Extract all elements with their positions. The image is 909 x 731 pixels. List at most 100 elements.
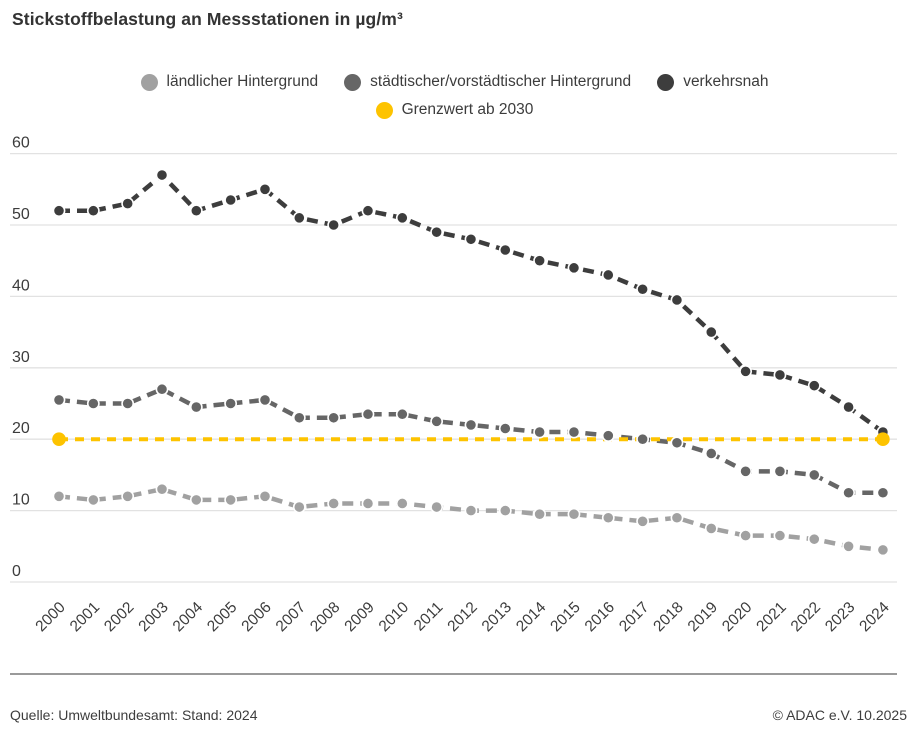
- data-point: [498, 243, 512, 257]
- series-line-staedtisch: [58, 386, 883, 495]
- x-axis-tick-label: 2017: [616, 599, 652, 635]
- x-axis-tick-label: 2022: [788, 599, 824, 635]
- data-point: [807, 532, 821, 546]
- data-point: [567, 507, 581, 521]
- legend-dot-verkehrsnah-icon: [657, 73, 675, 91]
- x-axis-tick-label: 2024: [856, 599, 893, 636]
- series-line-laendlich: [58, 486, 884, 553]
- grenzwert-end-dot: [876, 432, 890, 447]
- data-point: [498, 422, 512, 435]
- data-point: [567, 261, 581, 275]
- x-axis-tick-label: 2021: [753, 599, 789, 635]
- data-point: [121, 397, 135, 410]
- x-axis-tick-label: 2004: [170, 599, 207, 636]
- data-point: [670, 436, 684, 450]
- data-point: [636, 282, 650, 296]
- chart-title: Stickstoffbelastung an Messstationen in …: [12, 9, 403, 29]
- x-axis-tick-label: 2009: [341, 599, 377, 635]
- x-axis-tick-label: 2008: [307, 599, 343, 635]
- data-point: [395, 497, 409, 510]
- data-point: [430, 414, 444, 428]
- legend: ländlicher Hintergrund städtischer/vorst…: [0, 73, 909, 119]
- data-point: [121, 489, 135, 503]
- data-point: [739, 364, 752, 378]
- legend-item-staedtisch: städtischer/vorstädtischer Hintergrund: [344, 73, 631, 91]
- series-line-verkehrsnah: [59, 171, 885, 434]
- data-point: [395, 211, 409, 225]
- data-point: [224, 193, 238, 207]
- x-axis-tick-label: 2014: [513, 599, 550, 636]
- data-point: [292, 500, 306, 514]
- data-point: [86, 397, 100, 410]
- footer: Quelle: Umweltbundesamt: Stand: 2024 © A…: [10, 707, 907, 723]
- data-point: [327, 411, 341, 425]
- legend-item-laendlich: ländlicher Hintergrund: [140, 73, 318, 91]
- data-point: [464, 418, 478, 432]
- data-point: [327, 497, 341, 510]
- y-axis-tick-label: 60: [12, 135, 30, 152]
- x-axis-tick-label: 2012: [444, 599, 480, 635]
- data-point: [601, 429, 615, 443]
- data-point: [189, 400, 203, 414]
- data-point: [224, 493, 238, 507]
- data-point: [224, 397, 238, 410]
- data-point: [258, 489, 272, 503]
- x-axis-tick-label: 2013: [479, 599, 515, 635]
- y-axis-tick-label: 20: [12, 420, 30, 437]
- y-axis-tick-label: 50: [12, 206, 30, 223]
- legend-label-grenzwert: Grenzwert ab 2030: [401, 101, 534, 118]
- data-point: [155, 382, 169, 396]
- data-point: [52, 489, 66, 503]
- data-point: [395, 407, 409, 421]
- data-point: [155, 482, 169, 496]
- source-note: Quelle: Umweltbundesamt: Stand: 2024: [10, 707, 258, 723]
- y-axis-tick-label: 10: [12, 492, 30, 509]
- data-point: [739, 529, 752, 542]
- legend-label-staedtisch: städtischer/vorstädtischer Hintergrund: [370, 73, 632, 90]
- data-point: [258, 393, 272, 407]
- data-point: [773, 464, 787, 478]
- data-point: [292, 411, 306, 425]
- data-point: [636, 514, 650, 528]
- x-axis-tick-label: 2011: [411, 599, 447, 635]
- x-axis-tick-label: 2001: [67, 599, 103, 635]
- data-point: [601, 268, 615, 282]
- x-axis-tick-label: 2007: [273, 599, 309, 635]
- data-point: [739, 464, 752, 478]
- data-point: [876, 486, 890, 500]
- data-point: [464, 232, 478, 246]
- data-point: [533, 254, 547, 268]
- data-point: [876, 543, 890, 557]
- data-point: [773, 529, 787, 542]
- data-point: [189, 204, 203, 218]
- legend-row-1: ländlicher Hintergrund städtischer/vorst…: [140, 73, 768, 91]
- x-axis-tick-label: 2018: [650, 599, 686, 635]
- legend-dot-laendlich-icon: [140, 73, 158, 91]
- x-axis-tick-label: 2006: [238, 599, 274, 635]
- data-point: [567, 425, 581, 439]
- data-point: [807, 379, 821, 393]
- legend-item-grenzwert: Grenzwert ab 2030: [375, 101, 534, 119]
- x-axis-tick-label: 2010: [376, 599, 413, 636]
- data-point: [842, 486, 855, 500]
- legend-label-verkehrsnah: verkehrsnah: [683, 73, 769, 90]
- legend-dot-grenzwert-icon: [375, 101, 393, 119]
- data-point: [498, 504, 512, 517]
- x-axis-tick-label: 2015: [547, 599, 583, 635]
- data-point: [533, 425, 547, 439]
- data-point: [361, 204, 375, 218]
- data-point: [155, 168, 169, 182]
- data-point: [86, 493, 100, 507]
- data-point: [704, 325, 718, 339]
- data-point: [430, 500, 444, 514]
- data-point: [361, 407, 375, 421]
- x-axis-tick-label: 2023: [822, 599, 858, 635]
- data-point: [464, 504, 478, 517]
- data-point: [773, 368, 787, 382]
- data-point: [292, 211, 306, 225]
- data-point: [52, 393, 66, 407]
- data-point: [636, 432, 650, 446]
- x-axis-tick-label: 2002: [101, 599, 137, 635]
- legend-item-verkehrsnah: verkehrsnah: [657, 73, 768, 91]
- data-point: [430, 225, 444, 239]
